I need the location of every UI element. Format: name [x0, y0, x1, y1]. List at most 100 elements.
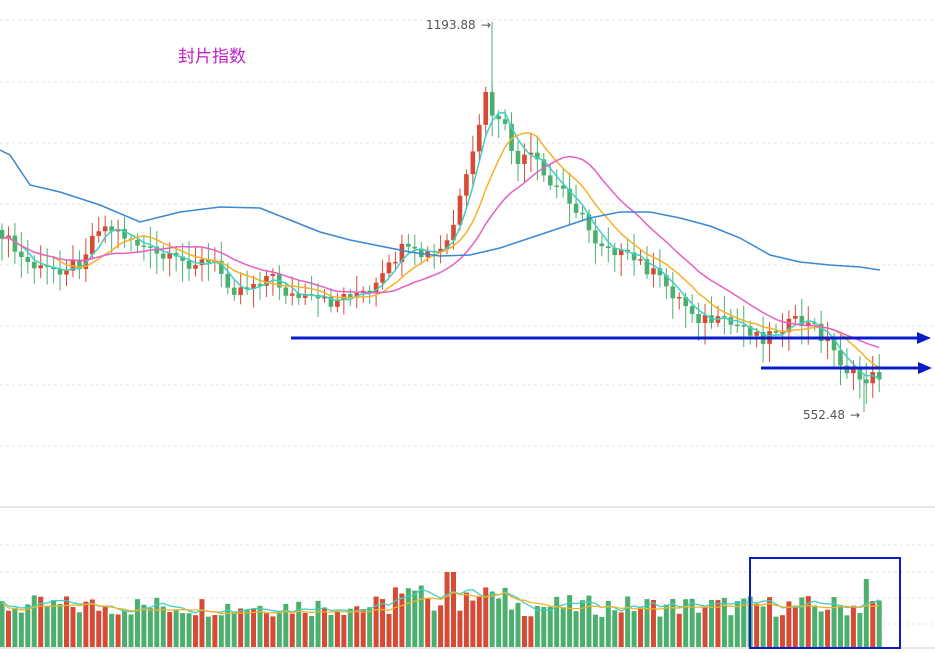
candle-body [19, 251, 24, 258]
volume-bar [199, 599, 205, 647]
volume-bar [38, 596, 44, 647]
volume-bar [399, 593, 405, 647]
candle-body [515, 150, 521, 165]
volume-bar [779, 615, 785, 647]
volume-bar [347, 608, 353, 647]
volume-bar [212, 615, 218, 647]
moving-averages [0, 111, 881, 380]
volume-bar [160, 606, 166, 647]
candle-body [644, 259, 650, 275]
volume-bar [328, 615, 334, 647]
volume-bar [534, 606, 540, 647]
volume-bar [599, 616, 605, 647]
volume-bar [760, 606, 766, 647]
volume-ma5 [1, 588, 880, 614]
candle-body [870, 372, 876, 384]
candle-body [747, 326, 753, 336]
grid-lines [0, 19, 935, 649]
candle-body [0, 230, 5, 239]
candle-body [444, 240, 450, 249]
volume-bar [709, 599, 714, 647]
volume-bar [44, 606, 50, 647]
volume-bars [0, 572, 882, 647]
volume-bar [109, 613, 115, 647]
candle-body [451, 224, 456, 241]
candle-body [470, 151, 476, 175]
volume-bar [380, 599, 386, 647]
candle-body [528, 152, 534, 155]
candle-body [702, 315, 708, 323]
volume-bar [418, 585, 424, 647]
candle-body [676, 297, 682, 299]
candle-body [70, 259, 76, 271]
volume-bar [431, 610, 437, 647]
volume-bar [193, 615, 198, 647]
volume-bar [12, 607, 18, 647]
volume-bar [89, 599, 95, 647]
candle-body [489, 92, 495, 116]
volume-bar [657, 616, 663, 647]
volume-bar [489, 591, 495, 647]
candle-body [31, 262, 37, 269]
volume-bar [838, 604, 843, 647]
volume-bar [715, 600, 721, 647]
volume-bar [218, 615, 224, 647]
volume-bar [721, 597, 727, 647]
candle-body [393, 261, 398, 264]
volume-bar [70, 607, 76, 647]
candle-body [457, 195, 463, 225]
candle-body [83, 254, 89, 270]
candle-body [199, 259, 205, 266]
volume-bar [728, 615, 734, 647]
candle-body [167, 252, 172, 259]
volume-bar [476, 596, 482, 647]
candle-body [612, 247, 618, 256]
candle-body [657, 268, 663, 276]
candle-body [406, 243, 411, 247]
candle-body [206, 259, 211, 263]
volume-bar [341, 614, 347, 647]
volume-bar [283, 603, 289, 647]
candle-body [670, 286, 676, 299]
annotations [291, 332, 932, 649]
volume-bar [354, 606, 360, 647]
chart-title: 封片指数 [178, 47, 246, 67]
candles [0, 22, 882, 412]
candle-body [851, 367, 856, 374]
volume-bar [631, 611, 637, 647]
candle-body [238, 287, 243, 295]
candle-body [412, 246, 418, 249]
volume-bar [205, 616, 211, 647]
candle-body [289, 293, 295, 296]
volume-bar [560, 608, 566, 647]
volume-bar [31, 595, 37, 647]
volume-bar [670, 599, 676, 647]
volume-bar [567, 595, 573, 647]
candle-body [251, 283, 256, 289]
volume-bar [483, 587, 489, 647]
volume-bar [586, 595, 592, 647]
candle-body [689, 306, 695, 314]
volume-bar [773, 616, 779, 647]
candle-body [509, 123, 514, 151]
candle-body [386, 262, 392, 274]
candle-body [464, 174, 469, 196]
volume-bar [289, 613, 295, 647]
candle-body [354, 292, 360, 298]
volume-bar [122, 610, 128, 647]
candle-body [77, 259, 82, 270]
volume-bar [444, 572, 450, 647]
volume-bar [302, 612, 308, 647]
candle-body [651, 268, 656, 275]
candle-body [270, 274, 276, 276]
volume-bar [638, 607, 644, 647]
ma60-line [0, 149, 881, 271]
volume-bar [741, 598, 747, 647]
volume-bar [360, 609, 366, 647]
volume-bar [618, 612, 624, 647]
volume-bar [521, 615, 527, 647]
volume-bar [457, 610, 463, 647]
volume-bar [244, 609, 250, 647]
volume-bar [251, 608, 257, 647]
volume-bar [296, 601, 302, 647]
